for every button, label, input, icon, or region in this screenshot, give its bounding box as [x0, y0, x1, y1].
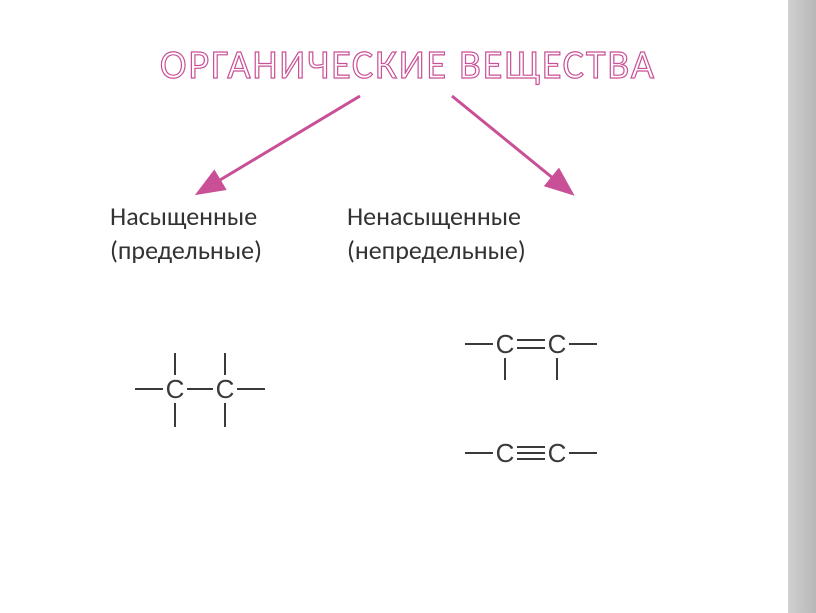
saturated-label-2: (предельные) — [110, 234, 262, 268]
classification-arrows — [0, 90, 816, 210]
unsaturated-label-2: (непредельные) — [347, 234, 526, 268]
columns-container: Насыщенные (предельные) Ненасыщенные (не… — [0, 200, 788, 268]
column-saturated: Насыщенные (предельные) — [110, 200, 262, 268]
carbon-atom: C — [166, 374, 185, 404]
carbon-atom: C — [496, 438, 515, 468]
carbon-atom: C — [216, 374, 235, 404]
saturated-label-1: Насыщенные — [110, 200, 262, 234]
carbon-atom: C — [548, 329, 567, 359]
carbon-atom: C — [548, 438, 567, 468]
slide-title: ОРГАНИЧЕСКИЕ ВЕЩЕСТВА — [98, 40, 718, 90]
column-unsaturated: Ненасыщенные (непредельные) — [347, 200, 526, 268]
arrow-left — [200, 96, 360, 192]
molecule-single-bond: CC — [115, 335, 285, 435]
unsaturated-label-1: Ненасыщенные — [347, 200, 526, 234]
title-text: ОРГАНИЧЕСКИЕ ВЕЩЕСТВА — [160, 40, 656, 89]
arrow-right — [452, 96, 570, 192]
carbon-atom: C — [496, 329, 515, 359]
molecule-double-bond: CC — [445, 310, 615, 390]
molecule-triple-bond: CC — [445, 425, 615, 475]
